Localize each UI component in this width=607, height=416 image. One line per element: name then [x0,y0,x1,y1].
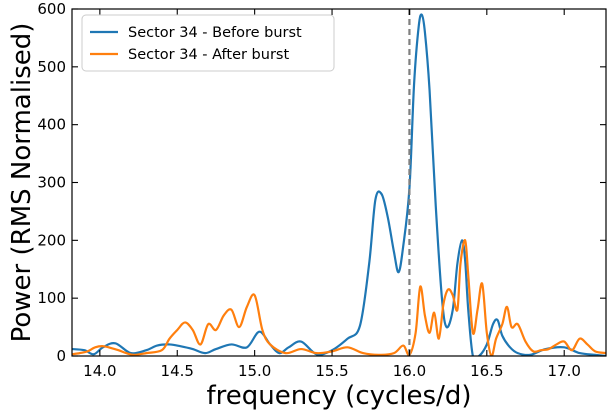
legend-label-0: Sector 34 - Before burst [128,25,302,41]
x-tick-label: 15.5 [315,362,348,380]
x-tick-label: 17.0 [548,362,581,380]
series-line-0 [72,13,606,356]
x-tick-label: 14.5 [161,362,194,380]
series-line-1 [72,239,606,356]
x-tick-label: 16.0 [393,362,426,380]
y-tick-label: 200 [37,231,66,249]
x-tick-label: 16.5 [470,362,503,380]
x-axis-label: frequency (cycles/d) [207,381,472,411]
y-axis-label: Power (RMS Normalised) [7,23,37,343]
y-tick-label: 500 [37,58,66,76]
y-tick-label: 0 [56,347,66,365]
y-tick-label: 600 [37,0,66,18]
y-tick-label: 100 [37,289,66,307]
legend: Sector 34 - Before burst Sector 34 - Afte… [81,14,335,72]
y-tick-label: 300 [37,174,66,192]
legend-label-1: Sector 34 - After burst [128,47,289,63]
x-tick-label: 14.0 [83,362,116,380]
legend-box [81,14,335,72]
y-tick-label: 400 [37,116,66,134]
axes: 14.0 14.5 15.0 15.5 16.0 16.5 17.0 0 100 200 300 40… [37,0,607,380]
x-tick-label: 15.0 [238,362,271,380]
